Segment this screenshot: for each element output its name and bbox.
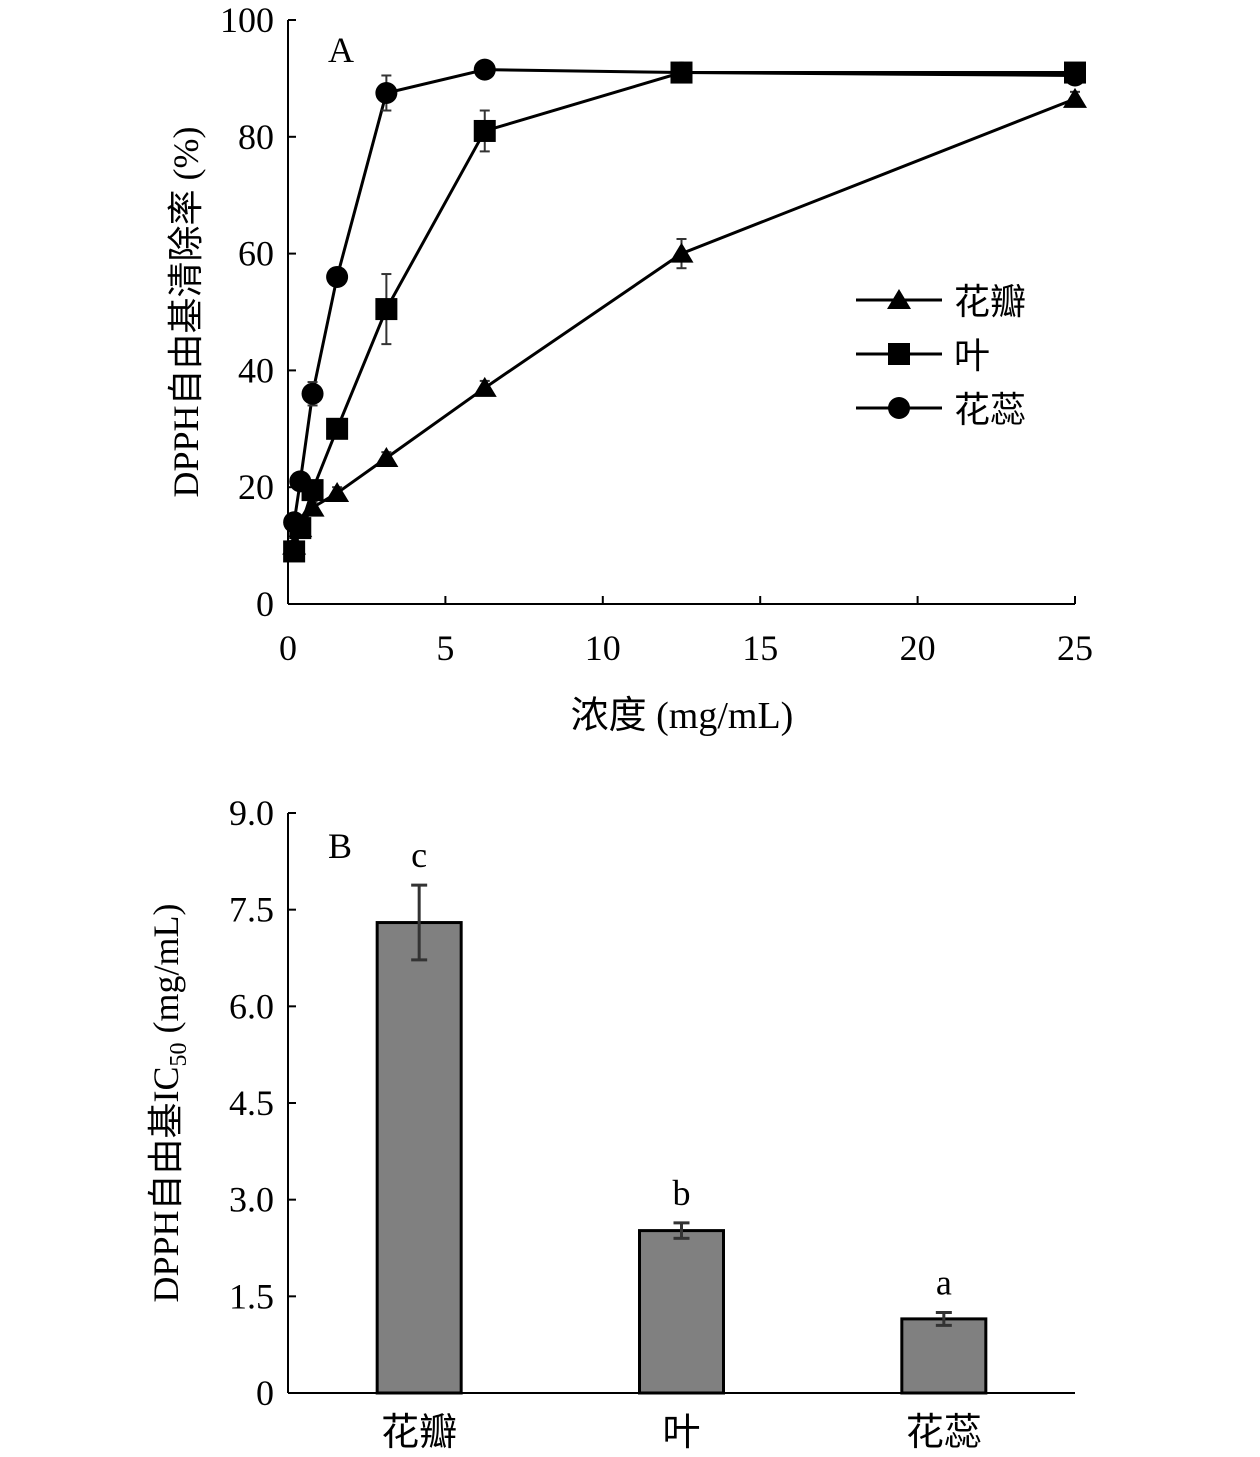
data-point-triangle [472, 376, 497, 397]
data-point-circle [326, 265, 349, 288]
data-point-square [375, 298, 398, 321]
data-point-circle [301, 382, 324, 405]
series-line-circle [292, 68, 1076, 523]
y-tick-label: 80 [238, 117, 274, 157]
data-point-circle [289, 470, 312, 493]
x-axis-title-a: 浓度 (mg/mL) [571, 695, 794, 737]
bar [375, 921, 463, 1395]
y-tick-label: 0 [256, 1373, 274, 1413]
x-tick-label: 花瓣 [381, 1412, 457, 1454]
y-tick-label: 20 [238, 467, 274, 507]
data-point-circle [670, 61, 693, 84]
data-point-circle [473, 58, 496, 81]
legend-label: 花蕊 [954, 390, 1026, 430]
legend-label: 叶 [954, 336, 990, 376]
y-axis-title-a: DPPH自由基清除率 (%) [166, 126, 206, 497]
y-tick-label: 7.5 [229, 890, 274, 930]
data-point-square [473, 119, 496, 142]
y-tick-label: 1.5 [229, 1276, 274, 1316]
y-tick-label: 3.0 [229, 1180, 274, 1220]
x-tick-label: 15 [742, 628, 778, 668]
data-point-triangle [1063, 87, 1087, 108]
data-point-triangle [374, 447, 399, 467]
data-point-circle [375, 82, 398, 104]
legend-marker-triangle [887, 289, 911, 309]
y-tick-label: 100 [220, 0, 274, 40]
significance-label: b [673, 1173, 691, 1213]
x-tick-label: 5 [436, 628, 454, 668]
bar [638, 1229, 725, 1395]
y-tick-label: 0 [256, 584, 274, 624]
x-tick-label: 花蕊 [906, 1412, 982, 1454]
x-tick-label: 20 [900, 628, 936, 668]
data-point-triangle [325, 482, 350, 503]
legend-marker-square [888, 343, 910, 365]
legend-marker-circle [888, 397, 910, 419]
y-tick-label: 40 [238, 350, 274, 390]
y-tick-label: 6.0 [229, 986, 274, 1026]
data-point-circle [1064, 64, 1086, 87]
series-line-triangle [292, 97, 1076, 547]
y-tick-label: 60 [238, 234, 274, 274]
x-tick-label: 25 [1057, 628, 1093, 668]
panel-label-a: A [328, 30, 354, 70]
significance-label: c [411, 835, 427, 875]
data-point-triangle [669, 242, 694, 263]
x-tick-label: 0 [279, 628, 297, 668]
x-tick-label: 10 [585, 628, 621, 668]
data-point-square [326, 417, 349, 440]
data-point-square [283, 540, 306, 563]
x-tick-label: 叶 [662, 1412, 700, 1454]
y-tick-label: 4.5 [229, 1083, 274, 1123]
bar [900, 1317, 988, 1395]
legend-label: 花瓣 [954, 282, 1026, 322]
significance-label: a [936, 1262, 952, 1302]
y-tick-label: 9.0 [229, 793, 274, 833]
panel-label-b: B [328, 826, 352, 866]
data-point-circle [283, 511, 306, 534]
y-axis-title-b: DPPH自由基IC50 (mg/mL) [146, 903, 192, 1302]
